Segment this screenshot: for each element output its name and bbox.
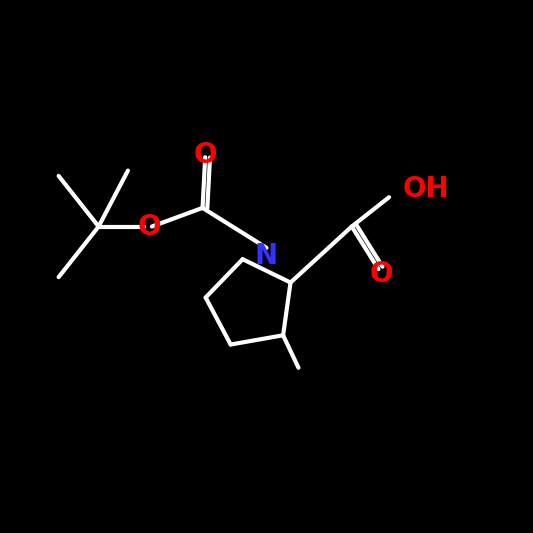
Text: O: O xyxy=(193,141,217,168)
Text: O: O xyxy=(369,261,393,288)
Text: O: O xyxy=(138,213,161,240)
Text: N: N xyxy=(255,242,278,270)
Text: OH: OH xyxy=(402,175,449,203)
